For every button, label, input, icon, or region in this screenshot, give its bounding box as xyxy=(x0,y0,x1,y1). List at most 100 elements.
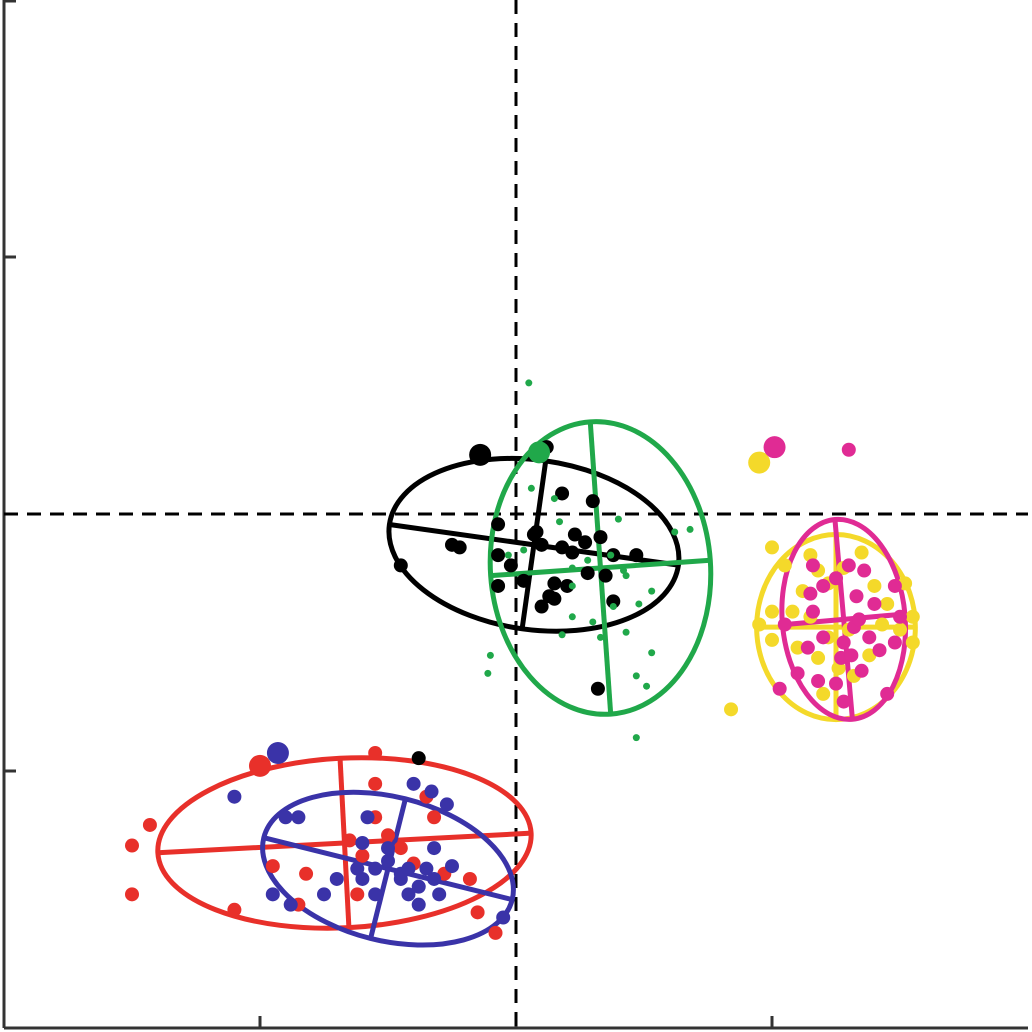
data-point xyxy=(816,630,831,645)
data-point xyxy=(765,632,779,647)
data-point xyxy=(887,578,902,593)
data-point xyxy=(816,686,831,701)
data-point xyxy=(585,494,600,509)
data-point xyxy=(368,861,383,876)
data-point xyxy=(805,558,820,573)
data-point xyxy=(527,484,535,492)
data-point xyxy=(355,848,370,863)
data-point xyxy=(805,604,820,619)
data-point xyxy=(424,784,439,799)
data-point xyxy=(867,578,882,593)
data-point xyxy=(893,622,907,637)
data-point xyxy=(526,527,541,542)
data-point xyxy=(568,564,576,572)
data-point xyxy=(427,871,442,886)
data-point xyxy=(629,548,644,563)
data-point xyxy=(401,887,416,902)
data-point xyxy=(785,604,800,619)
data-point xyxy=(854,663,869,678)
data-point xyxy=(432,887,447,902)
data-point xyxy=(534,599,549,614)
data-point xyxy=(411,751,426,766)
data-point xyxy=(125,838,139,853)
data-point xyxy=(266,742,289,765)
data-point xyxy=(427,841,442,856)
data-point xyxy=(596,633,604,641)
data-point xyxy=(589,618,597,626)
data-point xyxy=(484,669,492,677)
data-point xyxy=(905,609,920,624)
data-point xyxy=(491,548,506,563)
data-point xyxy=(142,817,157,832)
data-point xyxy=(528,441,551,464)
data-point xyxy=(469,443,492,466)
data-point xyxy=(342,833,357,848)
data-point xyxy=(580,566,595,581)
data-point xyxy=(622,572,630,580)
data-point xyxy=(504,551,512,559)
data-point xyxy=(360,810,375,825)
data-point xyxy=(803,586,818,601)
data-point xyxy=(568,613,576,621)
data-point xyxy=(790,666,805,681)
reference-lines xyxy=(4,0,1028,1028)
ellipse-minor-axis xyxy=(368,798,408,940)
data-point xyxy=(401,861,416,876)
data-point xyxy=(439,797,454,812)
data-point xyxy=(560,578,575,593)
data-point xyxy=(368,887,383,902)
data-point xyxy=(350,887,365,902)
data-point xyxy=(724,702,739,717)
data-point xyxy=(593,530,608,545)
data-point xyxy=(622,628,630,636)
data-point xyxy=(329,871,344,886)
data-point xyxy=(841,442,856,457)
data-point xyxy=(852,612,867,627)
data-point xyxy=(470,905,485,920)
data-point xyxy=(445,859,459,874)
data-point xyxy=(632,672,640,680)
data-point xyxy=(880,596,895,611)
data-point xyxy=(381,853,395,868)
cluster-ellipse-group xyxy=(487,419,714,717)
data-point xyxy=(816,578,831,593)
data-point xyxy=(607,551,615,559)
data-point xyxy=(227,789,242,804)
data-point xyxy=(598,568,613,583)
data-point xyxy=(249,754,271,777)
data-point xyxy=(849,589,864,604)
data-point xyxy=(547,576,562,591)
data-point xyxy=(800,640,815,655)
data-point xyxy=(486,651,494,659)
data-point xyxy=(265,887,280,902)
data-point xyxy=(836,694,851,709)
cluster-ellipse-group xyxy=(260,789,516,948)
data-point xyxy=(550,495,558,503)
data-point xyxy=(462,871,477,886)
data-point xyxy=(488,925,503,940)
data-point xyxy=(411,897,426,912)
data-point xyxy=(578,535,593,550)
data-point xyxy=(368,746,383,761)
data-point xyxy=(584,556,592,564)
data-point xyxy=(555,486,570,501)
data-point xyxy=(125,887,139,902)
data-point xyxy=(520,546,528,554)
data-point xyxy=(368,776,383,791)
data-point xyxy=(829,571,843,586)
data-point xyxy=(862,630,877,645)
data-point xyxy=(671,528,679,536)
data-point xyxy=(790,640,805,655)
data-point xyxy=(880,686,895,701)
data-point xyxy=(283,897,298,912)
data-point xyxy=(227,902,242,917)
data-point xyxy=(635,600,643,608)
data-point xyxy=(355,835,370,850)
data-point xyxy=(777,558,792,573)
data-point xyxy=(841,558,856,573)
data-point xyxy=(427,810,442,825)
data-point xyxy=(643,682,651,690)
data-point xyxy=(516,573,531,588)
data-point xyxy=(648,649,656,657)
